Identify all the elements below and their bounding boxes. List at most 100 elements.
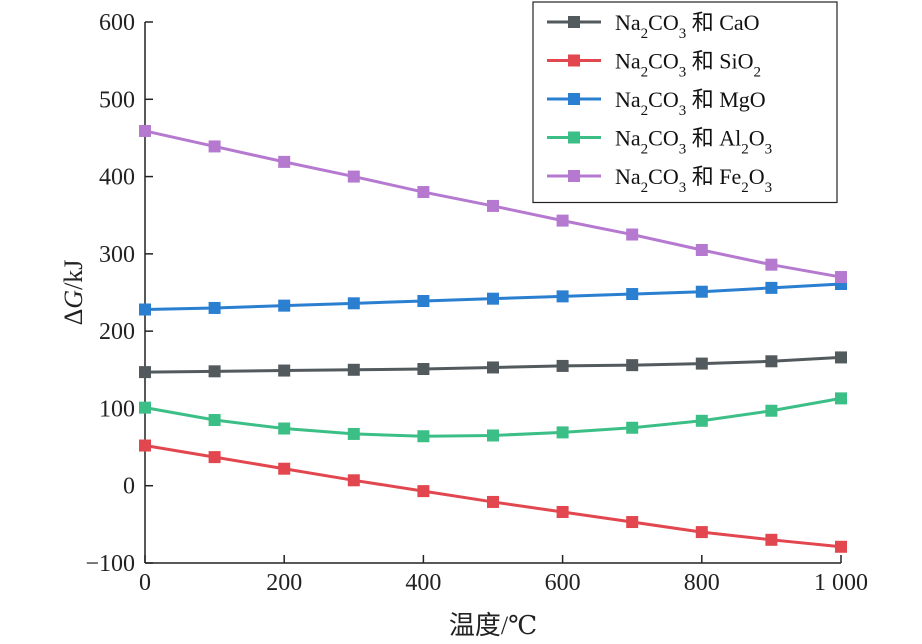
data-point [278, 462, 291, 475]
data-point [626, 516, 639, 529]
data-point [765, 533, 778, 546]
x-tick-label: 800 [684, 570, 720, 596]
data-point [626, 421, 639, 434]
y-axis-label-unit: /kJ [59, 260, 88, 290]
data-point [487, 361, 499, 374]
data-point [487, 495, 499, 508]
legend-item: Na2CO3 和 SiO2 [547, 49, 761, 81]
y-tick-label: 500 [99, 87, 135, 113]
data-point [139, 439, 151, 452]
data-point [695, 243, 708, 256]
y-axis-label-prefix: Δ [59, 309, 88, 326]
data-point [347, 170, 360, 183]
x-ticks: 0 200 400 600 800 1 000 [139, 555, 868, 596]
data-point [556, 426, 569, 439]
y-tick-label: 0 [123, 474, 135, 500]
legend-item: Na2CO3 和 Al2O3 [547, 126, 772, 158]
series-4 [139, 124, 847, 284]
series-3 [139, 392, 847, 443]
data-point [487, 429, 499, 442]
data-point [835, 540, 847, 553]
data-point [765, 404, 778, 417]
data-point [556, 290, 569, 303]
data-point [139, 124, 151, 137]
data-point [347, 427, 360, 440]
data-point [556, 214, 569, 227]
data-point [835, 271, 847, 284]
data-point [835, 392, 847, 405]
y-tick-label: 400 [99, 165, 135, 191]
data-point [695, 414, 708, 427]
data-point [417, 430, 430, 443]
data-point [487, 199, 499, 212]
data-point [139, 366, 151, 379]
data-point [765, 355, 778, 368]
data-point [278, 299, 291, 312]
data-point [208, 301, 221, 314]
legend-item: Na2CO3 和 Fe2O3 [547, 164, 772, 196]
data-point [626, 359, 639, 372]
legend-marker [568, 16, 580, 28]
data-point [347, 474, 360, 487]
legend-box [532, 1, 838, 204]
data-point [347, 363, 360, 376]
data-point [139, 401, 151, 414]
legend-label: Na2CO3 和 MgO [615, 87, 766, 119]
data-point [556, 359, 569, 372]
data-point [556, 505, 569, 518]
data-point [139, 303, 151, 316]
y-tick-label: 600 [99, 10, 135, 36]
x-tick-label: 400 [405, 570, 441, 596]
data-point [417, 186, 430, 199]
legend: Na2CO3 和 CaO Na2CO3 和 SiO2 Na2CO3 和 MgO Na2… [532, 1, 838, 204]
data-point [835, 351, 847, 364]
legend-label: Na2CO3 和 Fe2O3 [615, 164, 772, 196]
x-tick-label: 0 [139, 570, 151, 596]
legend-marker [568, 54, 580, 67]
legend-marker [568, 131, 580, 144]
x-axis-label: 温度/℃ [449, 611, 537, 640]
data-point [208, 365, 221, 378]
data-point [278, 364, 291, 377]
data-point [208, 414, 221, 427]
y-tick-label: 100 [99, 396, 135, 422]
series-0 [139, 351, 847, 379]
data-point [208, 451, 221, 464]
data-point [695, 285, 708, 298]
legend-marker [568, 170, 580, 182]
y-tick-label: 300 [99, 242, 135, 268]
data-point [695, 357, 708, 370]
legend-label: Na2CO3 和 Al2O3 [615, 126, 772, 158]
x-tick-label: 600 [545, 570, 581, 596]
y-ticks: −100 0 100 200 300 400 500 600 [85, 10, 153, 577]
data-point [417, 485, 430, 498]
data-point [765, 258, 778, 271]
legend-item: Na2CO3 和 MgO [547, 87, 766, 119]
axes [144, 22, 841, 564]
data-point [626, 228, 639, 241]
legend-marker [568, 93, 580, 105]
data-point [695, 526, 708, 539]
data-point [208, 140, 221, 153]
y-axis-label: ΔG/kJ [59, 260, 88, 326]
legend-item: Na2CO3 和 CaO [547, 10, 760, 42]
data-point [278, 422, 291, 435]
data-point [765, 281, 778, 294]
data-point [417, 363, 430, 376]
data-point [347, 297, 360, 310]
x-tick-label: 1 000 [814, 570, 868, 596]
legend-label: Na2CO3 和 CaO [615, 10, 760, 42]
y-axis-label-variable: G [59, 290, 88, 309]
series-1 [139, 439, 847, 553]
y-tick-label: 200 [99, 319, 135, 345]
data-point [417, 295, 430, 308]
series-2 [139, 277, 847, 316]
data-point [626, 288, 639, 301]
legend-label: Na2CO3 和 SiO2 [615, 49, 761, 81]
x-tick-label: 200 [266, 570, 302, 596]
data-point [487, 292, 499, 305]
data-point [278, 155, 291, 168]
y-tick-label: −100 [85, 551, 135, 577]
series-layer [139, 124, 847, 553]
